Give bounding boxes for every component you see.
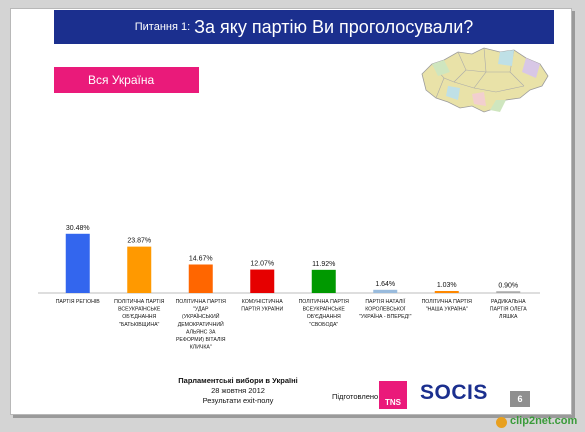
question-header: Питання 1: За яку партію Ви проголосувал… (54, 10, 554, 44)
category-label-6: ПОЛІТИЧНА ПАРТІЯ "НАША УКРАЇНА" (422, 299, 473, 313)
data-label-3: 12.07% (250, 261, 274, 268)
category-label-4: ПОЛІТИЧНА ПАРТІЯ ВСЕУКРАЇНСЬКЕ ОБ'ЄДНАННЯ "… (299, 299, 350, 328)
footer-title: Парламентські вибори в Україні (178, 376, 298, 385)
region-filter-button[interactable]: Вся Україна (54, 67, 199, 93)
bar-7 (496, 291, 521, 293)
socis-logo: SOCIS (420, 381, 488, 404)
question-prefix: Питання 1: (134, 21, 191, 33)
data-label-2: 14.67% (189, 255, 213, 262)
bar-0 (65, 233, 90, 293)
bar-4 (311, 269, 336, 293)
bar-2 (188, 264, 213, 293)
category-label-7: РАДИКАЛЬНА ПАРТІЯ ОЛЕГА ЛЯШКА (490, 299, 528, 320)
bar-5 (373, 289, 398, 293)
category-label-3: КОМУНІСТИЧНА ПАРТІЯ УКРАЇНИ (241, 299, 283, 313)
prepared-by-label: Підготовлено (332, 392, 379, 401)
category-label-1: ПОЛІТИЧНА ПАРТІЯ ВСЕУКРАЇНСЬКЕ ОБ'ЄДНАННЯ "… (114, 299, 165, 328)
page-number: 6 (510, 391, 530, 407)
data-label-4: 11.92% (312, 261, 335, 268)
data-label-1: 23.87% (127, 238, 151, 245)
footer-results: Результати exit-полу (202, 396, 274, 405)
ukraine-map-icon (421, 47, 549, 113)
category-label-2: ПОЛІТИЧНА ПАРТІЯ "УДАР (УКРАЇНСЬКИЙ ДЕМОКРА… (176, 299, 227, 351)
category-label-0: ПАРТІЯ РЕГІОНІВ (56, 299, 101, 305)
bar-6 (434, 290, 459, 293)
footer-date: 28 жовтня 2012 (211, 386, 265, 395)
watermark-icon (496, 417, 507, 428)
bar-3 (250, 269, 275, 293)
tns-logo: TNS (379, 381, 407, 409)
category-label-5: ПАРТІЯ НАТАЛІЇ КОРОЛЕВСЬКОЇ "УКРАЇНА - ВПЕ… (359, 298, 412, 320)
data-label-7: 0.90% (498, 282, 518, 289)
data-label-5: 1.64% (375, 281, 395, 288)
footer-info: Парламентські вибори в Україні 28 жовтня… (166, 376, 310, 406)
data-label-6: 1.03% (437, 282, 457, 289)
watermark: clip2net.com (510, 415, 578, 427)
bar-1 (127, 246, 152, 293)
question-title: За яку партію Ви проголосували? (194, 16, 474, 37)
data-label-0: 30.48% (66, 225, 90, 232)
